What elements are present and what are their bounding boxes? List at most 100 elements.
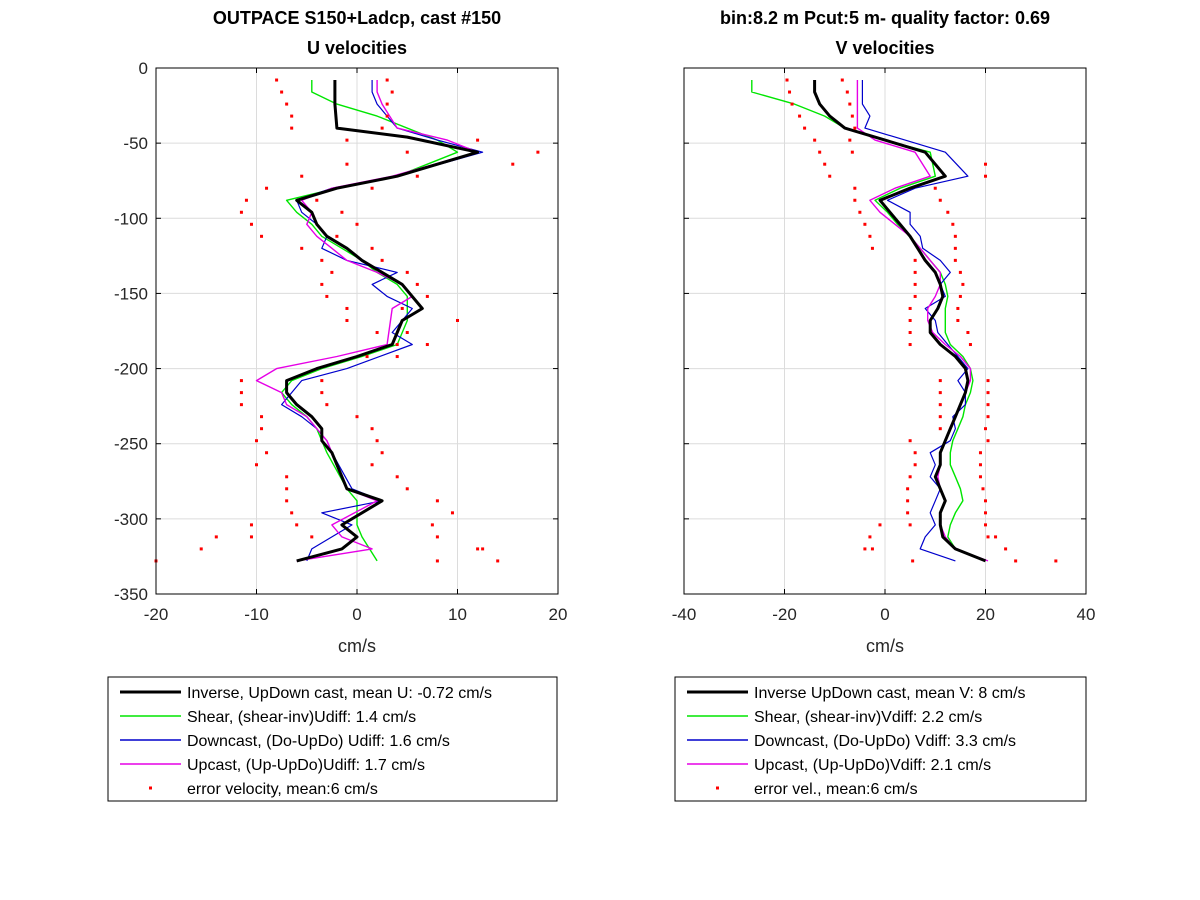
u-error-point bbox=[511, 162, 515, 166]
u-error-point bbox=[481, 547, 485, 551]
u-y-tick-label: 0 bbox=[139, 59, 148, 78]
u-error-point bbox=[370, 186, 374, 190]
v-error-point bbox=[968, 343, 972, 347]
u-error-point bbox=[345, 306, 349, 310]
u-x-tick-label: -10 bbox=[244, 605, 269, 624]
v-error-point bbox=[868, 535, 872, 539]
v-error-point bbox=[906, 487, 910, 491]
v-x-tick-label: -40 bbox=[672, 605, 697, 624]
u-y-tick-label: -350 bbox=[114, 585, 148, 604]
u-x-axis-label: cm/s bbox=[338, 636, 376, 656]
v-error-point bbox=[953, 258, 957, 262]
v-error-point bbox=[986, 439, 990, 443]
u-x-tick-label: 0 bbox=[352, 605, 361, 624]
u-error-point bbox=[265, 451, 269, 455]
v-error-point bbox=[938, 379, 942, 383]
u-error-point bbox=[405, 331, 409, 335]
v-error-point bbox=[961, 282, 965, 286]
u-error-point bbox=[300, 174, 304, 178]
u-error-point bbox=[370, 427, 374, 431]
u-error-point bbox=[275, 78, 279, 82]
v-error-point bbox=[956, 318, 960, 322]
u-error-point bbox=[255, 463, 258, 467]
v-error-point bbox=[908, 331, 912, 335]
u-error-point bbox=[244, 198, 248, 202]
v-error-point bbox=[913, 451, 917, 455]
v-error-point bbox=[863, 547, 867, 551]
v-error-point bbox=[953, 246, 957, 250]
v-error-point bbox=[803, 126, 807, 130]
v-error-point bbox=[933, 186, 937, 190]
v-error-point bbox=[853, 126, 857, 130]
v-series-inverse-line bbox=[813, 80, 987, 563]
u-error-point bbox=[375, 331, 379, 335]
v-error-point bbox=[986, 535, 990, 539]
u-error-point bbox=[290, 511, 294, 515]
u-error-point bbox=[239, 391, 243, 395]
v-error-point bbox=[984, 174, 987, 178]
u-error-point bbox=[345, 138, 349, 142]
u-error-point bbox=[310, 535, 314, 539]
u-series-group bbox=[154, 78, 540, 563]
v-error-point bbox=[984, 511, 987, 515]
u-y-tick-label: -250 bbox=[114, 435, 148, 454]
u-panel-title: OUTPACE S150+Ladcp, cast #150 bbox=[213, 8, 501, 28]
v-error-point bbox=[938, 427, 942, 431]
v-error-point bbox=[908, 523, 912, 527]
u-error-point bbox=[355, 415, 359, 419]
v-error-point bbox=[911, 559, 915, 563]
u-error-point bbox=[249, 535, 253, 539]
u-error-point bbox=[199, 547, 203, 551]
v-x-tick-label: 40 bbox=[1077, 605, 1096, 624]
v-error-point bbox=[913, 282, 917, 286]
v-error-point bbox=[848, 102, 852, 106]
u-error-point bbox=[425, 343, 429, 347]
v-error-point bbox=[984, 523, 987, 527]
v-panel-subtitle: V velocities bbox=[835, 38, 934, 58]
v-error-point bbox=[938, 415, 942, 419]
u-legend-up-label: Upcast, (Up-UpDo)Udiff: 1.7 cm/s bbox=[187, 757, 425, 774]
v-series-group bbox=[751, 78, 1058, 563]
v-error-point bbox=[986, 403, 990, 407]
u-error-point bbox=[320, 258, 324, 262]
v-error-point bbox=[848, 138, 852, 142]
v-error-point bbox=[984, 499, 987, 503]
u-error-point bbox=[260, 234, 264, 238]
u-error-point bbox=[295, 523, 299, 527]
v-legend-shear-label: Shear, (shear-inv)Vdiff: 2.2 cm/s bbox=[754, 709, 982, 726]
u-error-point bbox=[320, 379, 324, 383]
u-legend-down-label: Downcast, (Do-UpDo) Udiff: 1.6 cm/s bbox=[187, 733, 450, 750]
v-legend-inverse-label: Inverse UpDown cast, mean V: 8 cm/s bbox=[754, 685, 1026, 702]
u-error-point bbox=[214, 535, 218, 539]
v-legend-up-label: Upcast, (Up-UpDo)Vdiff: 2.1 cm/s bbox=[754, 757, 991, 774]
v-error-point bbox=[878, 523, 882, 527]
v-error-point bbox=[913, 270, 917, 274]
v-panel-title: bin:8.2 m Pcut:5 m- quality factor: 0.69 bbox=[720, 8, 1050, 28]
v-error-point bbox=[908, 318, 912, 322]
u-velocity-panel: OUTPACE S150+Ladcp, cast #150 U velociti… bbox=[107, 8, 567, 802]
v-error-point bbox=[818, 150, 822, 154]
v-error-point bbox=[863, 222, 867, 226]
v-error-point bbox=[908, 306, 912, 310]
v-legend-error-label: error vel., mean:6 cm/s bbox=[754, 781, 918, 798]
u-error-point bbox=[380, 451, 384, 455]
v-error-point bbox=[853, 186, 857, 190]
v-legend-error-marker bbox=[716, 786, 719, 790]
u-error-point bbox=[330, 270, 334, 274]
u-error-point bbox=[290, 114, 294, 118]
u-error-point bbox=[390, 90, 394, 94]
v-error-point bbox=[981, 487, 985, 491]
v-error-point bbox=[938, 391, 942, 395]
u-error-point bbox=[285, 499, 289, 503]
v-error-point bbox=[913, 294, 917, 298]
u-error-point bbox=[300, 246, 304, 250]
u-error-point bbox=[380, 126, 384, 130]
v-error-point bbox=[798, 114, 802, 118]
v-error-point bbox=[845, 90, 849, 94]
u-error-point bbox=[476, 138, 480, 142]
v-error-point bbox=[938, 198, 942, 202]
v-error-point bbox=[828, 174, 832, 178]
u-error-point bbox=[430, 523, 434, 527]
u-y-tick-label: -200 bbox=[114, 360, 148, 379]
